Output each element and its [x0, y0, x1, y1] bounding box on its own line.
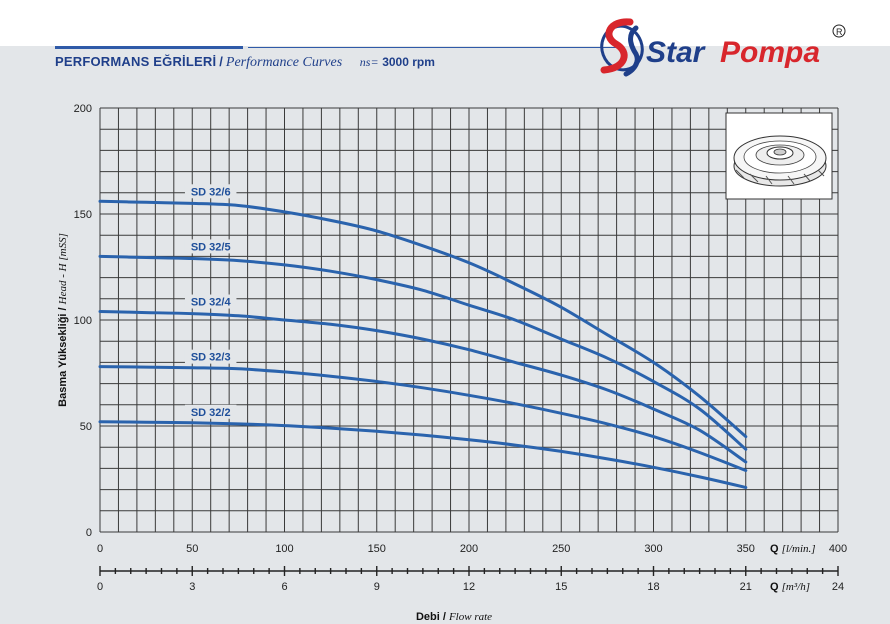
chart-grid [99, 107, 839, 533]
series-line-sd-32-2 [98, 420, 748, 489]
y-tick-label: 150 [74, 209, 92, 221]
series-label-bg [184, 184, 237, 199]
series-label: SD 32/5 [191, 241, 231, 253]
impeller-icon [733, 135, 827, 187]
x2-tick-label: 6 [281, 581, 287, 593]
x2-tick-label: 12 [463, 581, 475, 593]
x-tick-label: 0 [97, 543, 103, 555]
series-label: SD 32/6 [191, 186, 231, 198]
x-tick-label: 100 [275, 543, 293, 555]
y-tick-label: 100 [74, 315, 92, 327]
x-axis-unit-secondary: Q [m³/h] [770, 581, 810, 593]
x-tick-label: 300 [644, 543, 662, 555]
impeller-inset [725, 112, 833, 200]
series-line-sd-32-3 [98, 365, 748, 472]
y-axis-caption: Basma Yüksekliği / Head - H [mSS] [57, 233, 69, 407]
y-tick-label: 200 [74, 103, 92, 115]
x2-tick-label: 21 [740, 581, 752, 593]
series-line-sd-32-6 [98, 199, 748, 439]
y-tick-label: 50 [80, 421, 92, 433]
title-separator: / [219, 54, 223, 69]
series-label: SD 32/4 [191, 297, 232, 309]
x2-tick-label: 3 [189, 581, 195, 593]
series-label: SD 32/2 [191, 407, 231, 419]
header-rule [55, 46, 243, 49]
svg-text:Star: Star [646, 36, 707, 69]
title-turkish: PERFORMANS EĞRİLERİ [55, 54, 217, 69]
x-tick-label: 50 [186, 543, 198, 555]
x2-tick-label: 9 [374, 581, 380, 593]
chart-series [98, 199, 748, 489]
x-tick-label: 250 [552, 543, 570, 555]
speed-label: ns= [359, 55, 379, 69]
x-axis-unit-primary: Q [l/min.] [770, 543, 816, 555]
x-tick-label: 200 [460, 543, 478, 555]
speed-value: 3000 rpm [382, 55, 435, 69]
x-tick-label: 350 [737, 543, 755, 555]
x-tick-label: 400 [829, 543, 847, 555]
chart-axes [99, 566, 839, 576]
x2-tick-label: 24 [832, 581, 844, 593]
x-axis-caption: Debi / Flow rate [416, 611, 492, 623]
x2-tick-label: 0 [97, 581, 103, 593]
series-label: SD 32/3 [191, 352, 231, 364]
series-label-bg [184, 404, 237, 419]
x2-tick-label: 18 [647, 581, 659, 593]
star-pompa-logo: Star Pompa R [600, 18, 846, 77]
title-english: Performance Curves [225, 55, 343, 70]
series-line-sd-32-5 [98, 254, 748, 451]
svg-text:R: R [836, 27, 843, 37]
series-label-bg [184, 294, 237, 309]
chart-title: PERFORMANS EĞRİLERİ / Performance Curves n… [55, 54, 435, 71]
series-label-bg [184, 349, 237, 364]
series-line-sd-32-4 [98, 310, 748, 464]
header-rule-thin [248, 47, 618, 48]
x-tick-label: 150 [368, 543, 386, 555]
series-label-bg [184, 239, 237, 254]
x2-tick-label: 15 [555, 581, 567, 593]
svg-text:Pompa: Pompa [720, 36, 820, 69]
y-tick-label: 0 [86, 527, 92, 539]
